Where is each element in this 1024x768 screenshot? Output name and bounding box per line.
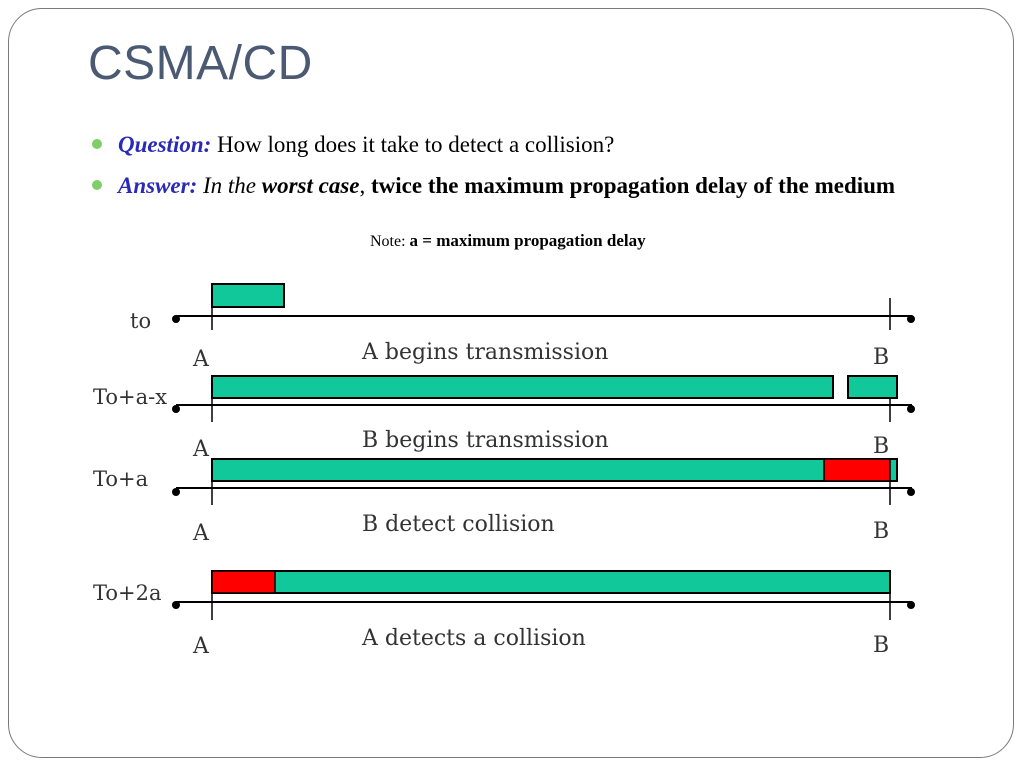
row-to-plus-a-minus-x: To+a-x A B begins transmission B [93, 375, 915, 462]
note: Note: a = maximum propagation delay [370, 231, 646, 251]
row-caption: B detect collision [362, 512, 555, 537]
row-caption: B begins transmission [362, 428, 609, 453]
line-end-dot [907, 315, 915, 323]
note-prefix: Note: [370, 233, 410, 250]
line-end-dot [172, 315, 180, 323]
line-end-dot [172, 405, 180, 413]
bullet-list: Question: How long does it take to detec… [90, 128, 950, 210]
line-end-dot [907, 601, 915, 609]
time-label: To+2a [93, 581, 162, 605]
row-caption: A detects a collision [361, 626, 586, 651]
time-label: to [130, 309, 151, 333]
note-text: a = maximum propagation delay [409, 231, 646, 250]
signal-bar-a [211, 283, 285, 308]
station-a-label: A [192, 634, 210, 659]
answer-worst-case: worst case [261, 173, 360, 198]
signal-bar-a [211, 375, 834, 399]
station-a-label: A [192, 437, 210, 462]
line-end-dot [172, 601, 180, 609]
bullet-answer: Answer: In the worst case, twice the max… [90, 169, 950, 202]
row-to: to A A begins transmission B [130, 283, 915, 372]
collision-block [211, 570, 276, 594]
question-text: How long does it take to detect a collis… [211, 132, 615, 157]
station-b-label: B [873, 345, 889, 370]
answer-rest: twice the maximum propagation delay of t… [371, 173, 896, 198]
bullet-dot-icon [92, 139, 102, 149]
station-a-label: A [192, 347, 210, 372]
station-b-label: B [873, 434, 889, 459]
answer-label: Answer: [118, 173, 198, 198]
answer-in-the: In the [197, 173, 262, 198]
station-a-label: A [192, 521, 210, 546]
row-to-plus-a: To+a A B detect collision B [93, 458, 915, 546]
row-to-plus-2a: To+2a A A detects a collision B [93, 570, 915, 659]
station-b-label: B [873, 519, 889, 544]
line-end-dot [172, 488, 180, 496]
station-b-label: B [873, 633, 889, 658]
collision-block [823, 458, 891, 482]
question-label: Question: [118, 132, 212, 157]
time-label: To+a [93, 467, 148, 491]
signal-bar-b [847, 375, 898, 399]
line-end-dot [907, 488, 915, 496]
time-label: To+a-x [93, 385, 167, 409]
line-end-dot [907, 405, 915, 413]
signal-bar-a [211, 458, 898, 482]
bullet-dot-icon [92, 180, 102, 190]
slide-title: CSMA/CD [88, 37, 313, 90]
bullet-question: Question: How long does it take to detec… [90, 128, 950, 161]
row-caption: A begins transmission [361, 340, 608, 365]
answer-comma: , [359, 173, 372, 198]
slide-frame [8, 8, 1014, 758]
signal-bar-a [211, 570, 891, 594]
